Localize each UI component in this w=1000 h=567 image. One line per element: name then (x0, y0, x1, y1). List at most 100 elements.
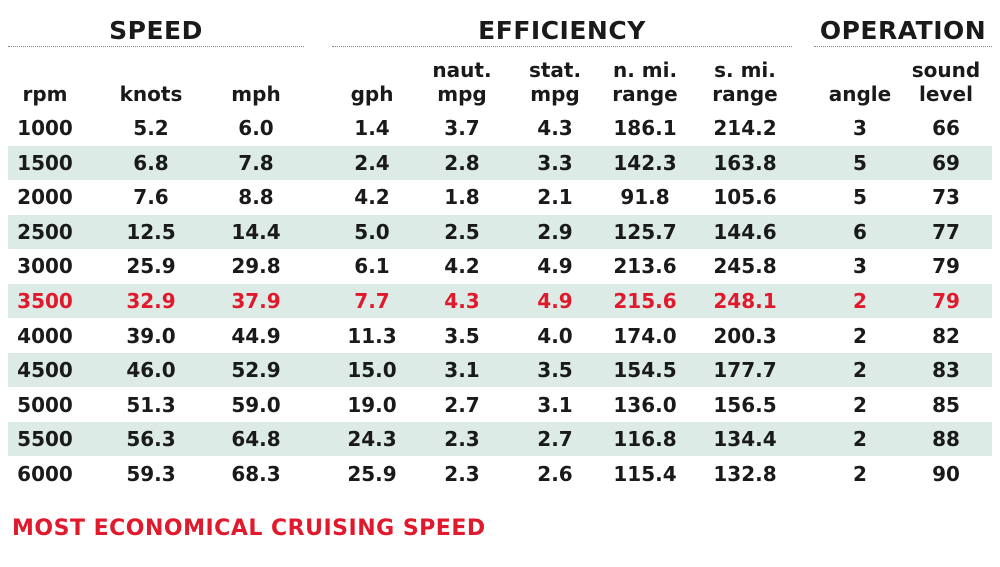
header-line: s. mi. (714, 58, 776, 82)
cell-n-mi-range: 91.8 (620, 185, 670, 210)
cell-naut-mpg: 3.7 (444, 116, 480, 140)
cell-gph: 1.4 (354, 116, 390, 140)
header-line: mph (231, 82, 281, 106)
table-row: 3000 25.9 29.8 6.1 4.2 4.9 213.6 245.8 3 79 (8, 249, 992, 283)
cell-s-mi-range: 214.2 (713, 116, 777, 140)
cell-rpm: 2500 (17, 219, 73, 244)
cell-knots: 32.9 (126, 289, 176, 313)
cell-gph: 11.3 (347, 323, 397, 348)
cell-n-mi-range: 213.6 (613, 254, 677, 279)
cell-naut-mpg: 3.1 (444, 358, 480, 383)
cell-mph: 29.8 (231, 254, 281, 279)
table-row: 2500 12.5 14.4 5.0 2.5 2.9 125.7 144.6 6 77 (8, 214, 992, 249)
cell-sound-level: 77 (932, 219, 960, 244)
cell-mph: 14.4 (231, 219, 281, 244)
cell-angle: 5 (853, 150, 867, 175)
cell-s-mi-range: 156.5 (713, 392, 777, 417)
cell-s-mi-range: 248.1 (713, 289, 777, 313)
cell-gph: 6.1 (354, 254, 390, 279)
cell-gph: 19.0 (347, 392, 397, 417)
cell-angle: 3 (853, 254, 867, 279)
cell-naut-mpg: 4.2 (444, 254, 480, 279)
group-rule-operation (814, 46, 992, 47)
cell-rpm: 5500 (17, 427, 73, 452)
cell-s-mi-range: 105.6 (713, 185, 777, 210)
cell-gph: 5.0 (354, 219, 390, 244)
table-row: 5500 56.3 64.8 24.3 2.3 2.7 116.8 134.4 2 88 (8, 422, 992, 457)
cell-knots: 7.6 (133, 185, 169, 210)
cell-gph: 25.9 (347, 462, 397, 486)
header-gph: gph (327, 54, 417, 106)
cell-sound-level: 79 (932, 289, 960, 313)
cell-mph: 7.8 (238, 150, 274, 175)
cell-s-mi-range: 177.7 (713, 358, 777, 383)
cell-knots: 6.8 (133, 150, 169, 175)
header-line: sound (911, 58, 981, 82)
cell-gph: 4.2 (354, 185, 390, 210)
cell-n-mi-range: 136.0 (613, 392, 677, 417)
cell-rpm: 4000 (17, 323, 73, 348)
cell-knots: 46.0 (126, 358, 176, 383)
cell-stat-mpg: 2.9 (537, 219, 573, 244)
table-row: 4500 46.0 52.9 15.0 3.1 3.5 154.5 177.7 2 83 (8, 353, 992, 388)
table-row: 1500 6.8 7.8 2.4 2.8 3.3 142.3 163.8 5 69 (8, 145, 992, 180)
cell-angle: 2 (853, 289, 867, 313)
cell-angle: 2 (853, 462, 867, 486)
header-line: mpg (530, 82, 580, 106)
cell-angle: 2 (853, 358, 867, 383)
cell-n-mi-range: 186.1 (613, 116, 677, 140)
cell-gph: 15.0 (347, 358, 397, 383)
header-line: rpm (22, 82, 68, 106)
group-title-operation: OPERATION (819, 16, 987, 45)
cell-sound-level: 82 (932, 323, 960, 348)
cell-naut-mpg: 2.7 (444, 392, 480, 417)
cell-stat-mpg: 3.5 (537, 358, 573, 383)
cell-s-mi-range: 163.8 (713, 150, 777, 175)
cell-gph: 24.3 (347, 427, 397, 452)
cell-n-mi-range: 154.5 (613, 358, 677, 383)
cell-mph: 6.0 (238, 116, 274, 140)
cell-sound-level: 85 (932, 392, 960, 417)
cell-naut-mpg: 3.5 (444, 323, 480, 348)
group-rule-speed (8, 46, 304, 47)
cell-stat-mpg: 3.1 (537, 392, 573, 417)
cell-sound-level: 88 (932, 427, 960, 452)
header-knots: knots (106, 54, 196, 106)
cell-n-mi-range: 215.6 (613, 289, 677, 313)
table-row: 1000 5.2 6.0 1.4 3.7 4.3 186.1 214.2 3 66 (8, 111, 992, 145)
cell-rpm: 2000 (17, 185, 73, 210)
header-sound-level: sound level (901, 54, 991, 106)
cell-rpm: 5000 (17, 392, 73, 417)
cell-sound-level: 90 (932, 462, 960, 486)
cell-rpm: 6000 (17, 462, 73, 486)
cell-sound-level: 66 (932, 116, 960, 140)
table-row: 3500 32.9 37.9 7.7 4.3 4.9 215.6 248.1 2 79 (8, 284, 992, 318)
cell-n-mi-range: 116.8 (613, 427, 677, 452)
cell-stat-mpg: 3.3 (537, 150, 573, 175)
table-row: 2000 7.6 8.8 4.2 1.8 2.1 91.8 105.6 5 73 (8, 180, 992, 214)
cell-knots: 39.0 (126, 323, 176, 348)
cell-rpm: 1500 (17, 150, 73, 175)
cell-naut-mpg: 2.3 (444, 427, 480, 452)
cell-knots: 12.5 (126, 219, 176, 244)
cell-mph: 8.8 (238, 185, 274, 210)
header-line: n. mi. (612, 58, 678, 82)
cell-stat-mpg: 4.9 (537, 289, 573, 313)
header-line: range (712, 82, 778, 106)
header-n-mi-range: n. mi. range (600, 54, 690, 106)
group-title-speed: SPEED (109, 16, 203, 45)
header-s-mi-range: s. mi. range (700, 54, 790, 106)
cell-s-mi-range: 245.8 (713, 254, 777, 279)
cell-angle: 3 (853, 116, 867, 140)
cell-stat-mpg: 4.3 (537, 116, 573, 140)
cell-gph: 2.4 (354, 150, 390, 175)
cell-s-mi-range: 132.8 (713, 462, 777, 486)
group-rule-efficiency (332, 46, 792, 47)
cell-knots: 5.2 (133, 116, 169, 140)
cell-angle: 2 (853, 323, 867, 348)
cell-angle: 2 (853, 392, 867, 417)
header-line: level (919, 82, 973, 106)
cell-rpm: 3000 (17, 254, 73, 279)
cell-mph: 68.3 (231, 462, 281, 486)
cell-rpm: 1000 (17, 116, 73, 140)
